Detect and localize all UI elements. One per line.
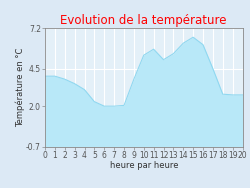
Y-axis label: Température en °C: Température en °C	[15, 48, 24, 127]
X-axis label: heure par heure: heure par heure	[110, 161, 178, 170]
Title: Evolution de la température: Evolution de la température	[60, 14, 227, 27]
